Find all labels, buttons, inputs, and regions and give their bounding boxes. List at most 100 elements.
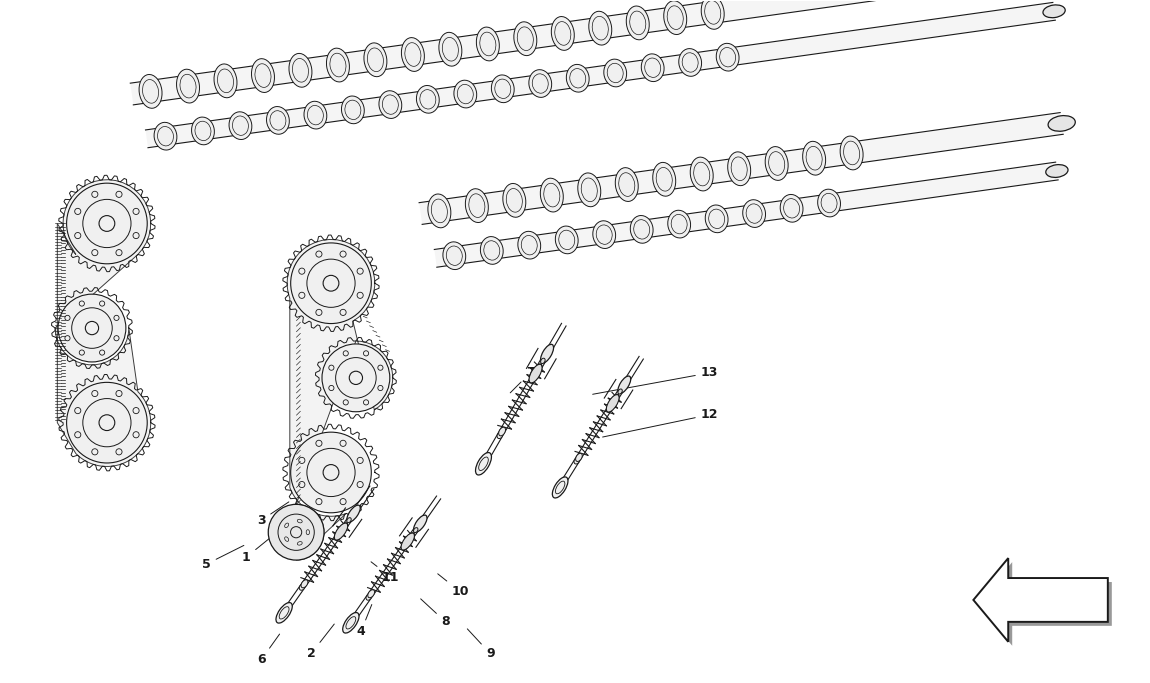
Ellipse shape bbox=[347, 505, 360, 522]
Ellipse shape bbox=[1043, 5, 1065, 18]
Polygon shape bbox=[288, 240, 392, 560]
Ellipse shape bbox=[491, 75, 514, 102]
Polygon shape bbox=[130, 0, 1071, 105]
Ellipse shape bbox=[514, 22, 537, 55]
Ellipse shape bbox=[466, 189, 489, 223]
Ellipse shape bbox=[416, 85, 439, 113]
Ellipse shape bbox=[540, 178, 564, 212]
Ellipse shape bbox=[476, 453, 491, 475]
Ellipse shape bbox=[818, 189, 841, 217]
Ellipse shape bbox=[555, 226, 578, 254]
Ellipse shape bbox=[481, 236, 504, 264]
Ellipse shape bbox=[380, 91, 401, 118]
Ellipse shape bbox=[574, 458, 580, 464]
Ellipse shape bbox=[630, 216, 653, 243]
Ellipse shape bbox=[177, 69, 199, 103]
Polygon shape bbox=[435, 162, 1058, 267]
Ellipse shape bbox=[678, 48, 702, 76]
Text: 8: 8 bbox=[421, 599, 450, 628]
Ellipse shape bbox=[192, 117, 214, 145]
Ellipse shape bbox=[780, 195, 803, 222]
Ellipse shape bbox=[705, 205, 728, 233]
Polygon shape bbox=[419, 113, 1064, 225]
Ellipse shape bbox=[535, 364, 542, 372]
Ellipse shape bbox=[642, 54, 664, 81]
Ellipse shape bbox=[252, 59, 275, 92]
Text: 6: 6 bbox=[256, 634, 279, 666]
Text: 10: 10 bbox=[438, 574, 469, 598]
Ellipse shape bbox=[803, 141, 826, 175]
Ellipse shape bbox=[551, 16, 574, 51]
Circle shape bbox=[67, 382, 147, 463]
Circle shape bbox=[268, 504, 324, 560]
Ellipse shape bbox=[540, 344, 553, 363]
Ellipse shape bbox=[841, 136, 864, 170]
Polygon shape bbox=[55, 180, 151, 466]
Ellipse shape bbox=[529, 364, 542, 383]
Ellipse shape bbox=[702, 0, 724, 29]
Ellipse shape bbox=[668, 210, 691, 238]
Ellipse shape bbox=[716, 43, 739, 71]
Ellipse shape bbox=[1048, 115, 1075, 131]
Ellipse shape bbox=[401, 38, 424, 72]
Ellipse shape bbox=[139, 74, 162, 109]
Ellipse shape bbox=[335, 523, 347, 540]
Ellipse shape bbox=[589, 12, 612, 45]
Circle shape bbox=[322, 344, 390, 412]
Ellipse shape bbox=[566, 64, 589, 92]
Ellipse shape bbox=[615, 167, 638, 201]
Ellipse shape bbox=[618, 376, 630, 393]
Ellipse shape bbox=[765, 147, 788, 180]
Ellipse shape bbox=[664, 1, 687, 35]
Text: 9: 9 bbox=[467, 629, 494, 660]
Ellipse shape bbox=[690, 157, 713, 191]
Ellipse shape bbox=[576, 454, 582, 462]
Ellipse shape bbox=[454, 80, 477, 108]
Ellipse shape bbox=[613, 394, 619, 402]
Ellipse shape bbox=[606, 395, 619, 412]
Circle shape bbox=[58, 294, 125, 362]
Ellipse shape bbox=[304, 101, 327, 129]
Text: 11: 11 bbox=[371, 562, 399, 583]
Ellipse shape bbox=[342, 96, 365, 124]
Polygon shape bbox=[973, 558, 1107, 642]
Ellipse shape bbox=[214, 64, 237, 98]
Text: 4: 4 bbox=[356, 604, 371, 639]
Ellipse shape bbox=[577, 173, 600, 207]
Circle shape bbox=[291, 432, 371, 513]
Ellipse shape bbox=[401, 533, 414, 550]
Ellipse shape bbox=[497, 432, 503, 438]
Ellipse shape bbox=[366, 594, 371, 600]
Ellipse shape bbox=[229, 112, 252, 139]
Text: 7: 7 bbox=[511, 366, 535, 393]
Ellipse shape bbox=[276, 602, 292, 623]
Ellipse shape bbox=[154, 122, 177, 150]
Ellipse shape bbox=[414, 515, 427, 532]
Ellipse shape bbox=[408, 533, 415, 541]
Ellipse shape bbox=[342, 522, 347, 531]
Ellipse shape bbox=[499, 427, 506, 436]
Ellipse shape bbox=[428, 194, 451, 227]
Text: 12: 12 bbox=[603, 408, 719, 437]
Ellipse shape bbox=[618, 389, 622, 394]
Ellipse shape bbox=[627, 6, 650, 40]
Text: 3: 3 bbox=[256, 502, 289, 527]
Ellipse shape bbox=[1045, 165, 1068, 178]
Ellipse shape bbox=[653, 163, 676, 196]
Circle shape bbox=[291, 243, 371, 324]
Ellipse shape bbox=[368, 589, 375, 598]
Polygon shape bbox=[978, 562, 1112, 645]
Ellipse shape bbox=[592, 221, 615, 249]
Text: 1: 1 bbox=[242, 529, 281, 563]
Ellipse shape bbox=[743, 199, 766, 227]
Text: 5: 5 bbox=[202, 546, 244, 570]
Ellipse shape bbox=[267, 107, 290, 135]
Ellipse shape bbox=[443, 242, 466, 270]
Ellipse shape bbox=[301, 580, 308, 588]
Ellipse shape bbox=[414, 528, 417, 533]
Ellipse shape bbox=[289, 53, 312, 87]
Ellipse shape bbox=[529, 70, 552, 98]
Ellipse shape bbox=[518, 232, 540, 259]
Ellipse shape bbox=[347, 518, 351, 522]
Ellipse shape bbox=[363, 43, 386, 76]
